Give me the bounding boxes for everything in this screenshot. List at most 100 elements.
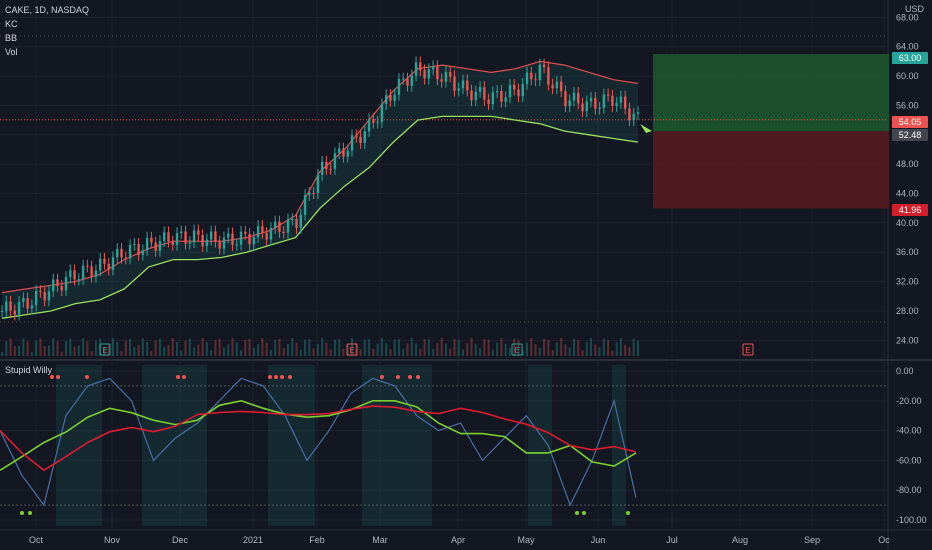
bb-indicator-label[interactable]: BB [5,33,18,43]
osc-indicator-label[interactable]: Stupid Willy [5,365,53,375]
candle [231,233,234,245]
candle [265,233,268,240]
candle [555,81,559,89]
candle [504,97,507,102]
osc-oversold-dot [28,511,32,515]
candle [355,135,358,137]
volume-bar [111,338,114,356]
volume-bar [197,344,200,356]
volume-bar [632,338,635,356]
candle [483,87,486,100]
candle [239,231,243,245]
symbol-legend[interactable]: CAKE, 1D, NASDAQ [5,5,90,15]
vol-indicator-label[interactable]: Vol [5,47,18,57]
volume-bar [210,350,213,356]
volume-bar [52,338,55,356]
candle [286,219,290,233]
time-axis-label: Dec [172,535,189,545]
candle [521,83,524,97]
candle [615,102,618,106]
osc-highlight-zone [362,365,432,526]
candle [120,248,123,258]
volume-bar [295,342,298,356]
time-axis-label: Nov [104,535,121,545]
candle [585,101,588,112]
candle [414,62,418,76]
candle [13,310,17,315]
volume-bar [453,339,456,356]
volume-bar [393,339,396,356]
candle [47,291,51,301]
candle [0,310,4,312]
candle [184,231,187,244]
volume-bar [444,343,447,356]
entry-price-tag: 52.48 [892,129,928,141]
target-zone [653,54,889,132]
candle [444,72,448,82]
candle [256,226,260,238]
volume-bar [534,344,537,356]
volume-bar [282,347,285,356]
osc-highlight-zone [268,365,315,526]
candle [205,239,209,247]
volume-bar [163,347,166,356]
chart-legend: CAKE, 1D, NASDAQ KC BB Vol [5,3,89,59]
candle [171,241,174,245]
candle [137,243,140,255]
candle [17,301,21,315]
time-axis-label: Aug [732,535,748,545]
volume-bar [372,348,375,356]
candle [538,64,542,81]
candle [551,84,554,89]
osc-fast-line [0,377,637,507]
earnings-marker [346,343,358,356]
volume-bar [338,339,341,356]
volume-bar [69,338,72,356]
candle [594,97,597,109]
volume-bar [39,338,42,356]
candle [214,231,217,242]
volume-bar [86,341,89,356]
volume-bar [56,341,59,356]
time-axis-label: 2021 [243,535,263,545]
candle [568,100,571,107]
volume-bar [257,344,260,356]
candle [154,242,157,251]
candle [632,113,635,121]
volume-bar [572,338,575,356]
candle [197,230,200,235]
candle [410,75,413,86]
candle [34,290,38,306]
candle [564,91,567,107]
volume-bar [312,348,315,356]
osc-axis-label: -40.00 [896,426,922,436]
candle [350,135,354,151]
earnings-marker-label: E [514,346,519,355]
volume-bar [304,339,307,356]
volume-bar [474,343,477,356]
candle [495,90,499,93]
osc-oversold-dot [626,511,630,515]
volume-bar [547,339,550,356]
candle [338,148,341,154]
kc-indicator-label[interactable]: KC [5,19,18,29]
volume-bar [380,338,383,356]
volume-bar [103,346,106,356]
candle [261,226,264,234]
volume-bar [201,338,204,356]
volume-bar [133,346,136,356]
volume-bar [342,348,345,356]
candle [333,153,337,169]
candle [474,91,477,101]
volume-bar [184,340,187,356]
volume-bar [1,352,3,356]
volume-bar [47,345,50,356]
volume-bar [82,338,85,356]
volume-bar [624,344,627,356]
volume-bar [231,338,234,356]
candle [248,233,251,245]
osc-overbought-dot [182,375,186,379]
candle [222,237,226,249]
volume-bar [107,345,110,356]
